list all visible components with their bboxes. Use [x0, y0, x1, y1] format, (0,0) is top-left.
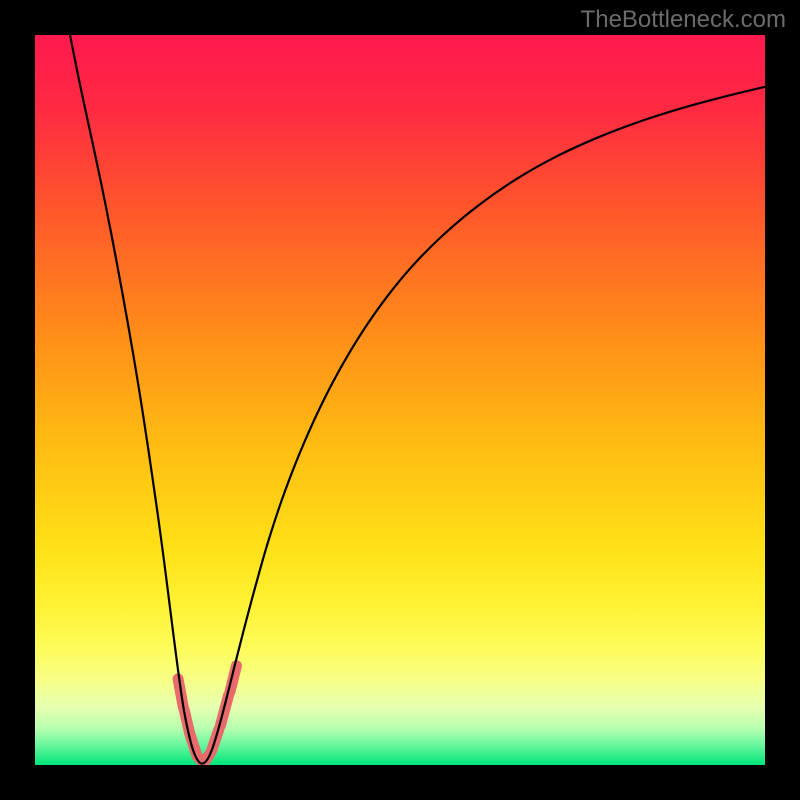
- main-curve-path: [70, 35, 765, 764]
- watermark-text: TheBottleneck.com: [581, 6, 786, 34]
- chart-frame: TheBottleneck.com: [0, 0, 800, 800]
- plot-area: [35, 35, 765, 765]
- near-minimum-markers: [178, 666, 236, 762]
- bottleneck-curve: [35, 35, 765, 765]
